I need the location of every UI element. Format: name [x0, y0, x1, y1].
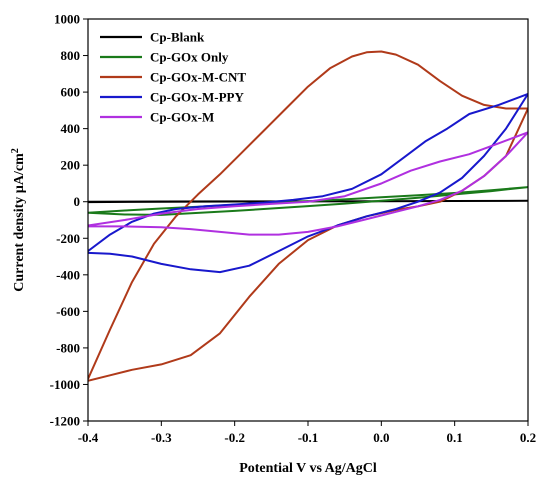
y-axis-label-superscript: 2 — [10, 148, 21, 153]
legend-label-2: Cp-GOx Only — [150, 50, 229, 65]
x-tick-label: 0.1 — [447, 430, 463, 445]
legend-label-3: Cp-GOx-M-CNT — [150, 70, 246, 85]
ticks-layer: -0.4 -0.3 -0.2 -0.1 0.0 0.1 0.2 -1200 -1000 -800 -… — [50, 12, 536, 446]
x-tick-label: -0.3 — [151, 430, 172, 445]
y-tick-label: 0 — [74, 194, 81, 209]
series-line-4 — [88, 92, 528, 274]
y-tick-label: -400 — [56, 267, 80, 282]
x-tick-label: -0.1 — [298, 430, 319, 445]
x-axis-label: Potential V vs Ag/AgCl — [239, 461, 377, 476]
y-tick-label: 600 — [61, 85, 81, 100]
legend: Cp-Blank Cp-GOx Only Cp-GOx-M-CNT Cp-GOx-M-… — [100, 30, 246, 125]
series-line-5 — [88, 131, 528, 236]
y-axis-label: Current density µA/cm2 — [10, 148, 28, 291]
y-tick-label: -800 — [56, 340, 80, 355]
legend-label-5: Cp-GOx-M — [150, 110, 214, 125]
y-tick-label: 400 — [61, 121, 81, 136]
x-tick-label: -0.2 — [224, 430, 245, 445]
x-tick-label: 0.0 — [373, 430, 389, 445]
y-tick-label: 800 — [61, 48, 81, 63]
y-tick-label: -1000 — [50, 377, 80, 392]
y-axis-label-text: Current density µA/cm — [12, 153, 27, 292]
y-tick-label: -1200 — [50, 414, 80, 429]
x-tick-label: -0.4 — [78, 430, 99, 445]
y-tick-label: 1000 — [54, 12, 80, 27]
y-tick-label: 200 — [61, 158, 81, 173]
y-tick-label: -200 — [56, 231, 80, 246]
legend-label-4: Cp-GOx-M-PPY — [150, 90, 244, 105]
x-tick-label: 0.2 — [520, 430, 536, 445]
y-tick-label: -600 — [56, 304, 80, 319]
series-line-1 — [88, 199, 528, 204]
legend-label-1: Cp-Blank — [150, 30, 205, 45]
series-line-3 — [88, 50, 528, 382]
series-layer — [88, 50, 528, 382]
